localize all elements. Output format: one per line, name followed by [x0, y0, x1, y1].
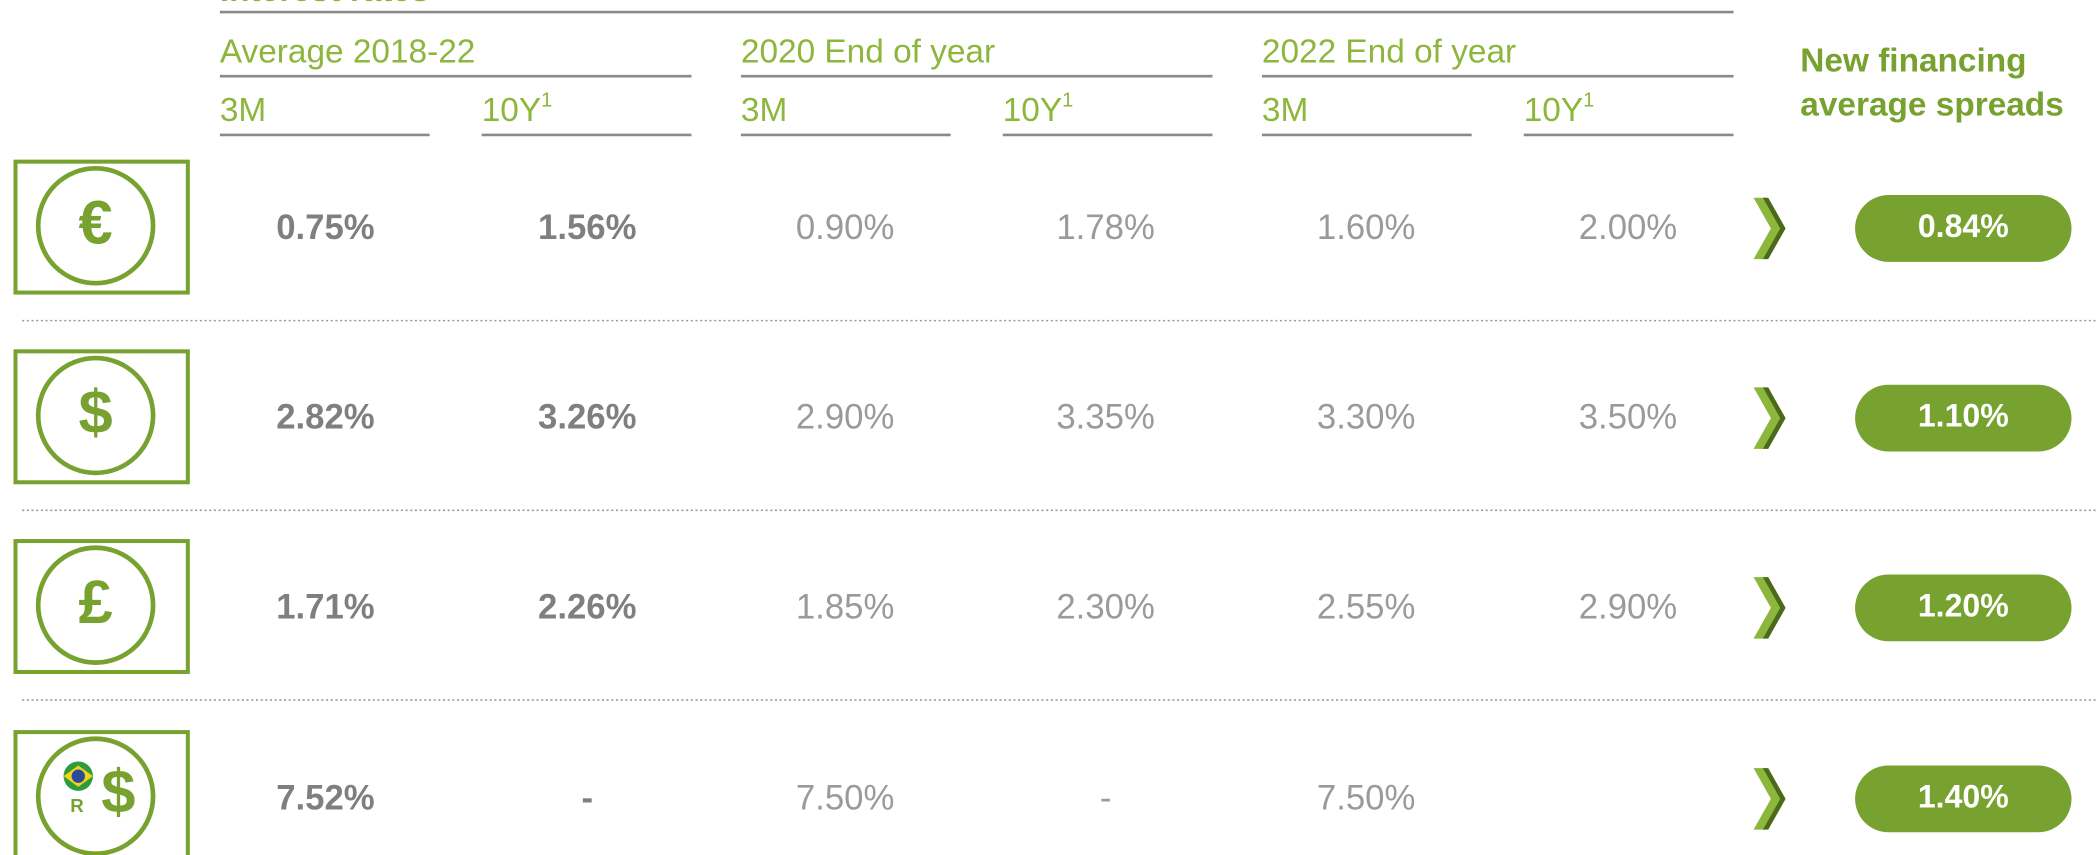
rate-cell: 7.50%	[1317, 779, 1415, 817]
rate-cell: 1.56%	[538, 209, 636, 247]
sub-header-label: 3M	[741, 92, 787, 129]
rate-cell: 1.78%	[1056, 209, 1154, 247]
rate-cell: -	[581, 779, 593, 817]
sub-header-label: 3M	[220, 92, 266, 129]
rate-cell: 2.30%	[1056, 588, 1154, 626]
sub-header: 10Y1	[482, 90, 553, 129]
rate-cell: 7.52%	[276, 779, 374, 817]
chevron	[1762, 197, 1786, 260]
icon-symbol: £	[79, 568, 113, 637]
rate-cell: 0.75%	[276, 209, 374, 247]
rate-cell: 2.90%	[1579, 588, 1677, 626]
sub-header: 3M	[1262, 92, 1308, 129]
sub-header: 3M	[220, 92, 266, 129]
rate-cell: 2.55%	[1317, 588, 1415, 626]
rate-cell: 2.90%	[796, 399, 894, 437]
icon-symbol: $	[79, 378, 113, 447]
flag	[71, 769, 85, 783]
icon-circle	[35, 165, 156, 286]
spread-header: New financing	[1800, 43, 2026, 80]
group-header: 2020 End of year	[741, 33, 995, 70]
title: Interest rates	[220, 0, 430, 9]
sub-header: 10Y1	[1524, 90, 1595, 129]
icon-box	[13, 730, 190, 855]
icon-box	[13, 539, 190, 674]
rate-cell: 3.30%	[1317, 399, 1415, 437]
rate-cell: 7.50%	[796, 779, 894, 817]
rate-cell: 2.82%	[276, 399, 374, 437]
footnote-mark: 1	[1062, 90, 1073, 112]
sub-header-label: 10Y	[1003, 92, 1062, 129]
sub-header: 3M	[741, 92, 787, 129]
group-header: 2022 End of year	[1262, 33, 1516, 70]
group-header: Average 2018-22	[220, 33, 475, 70]
rate-cell: 1.71%	[276, 588, 374, 626]
rate-cell: 0.90%	[796, 209, 894, 247]
icon-symbol: €	[79, 188, 113, 257]
sub-header-label: 10Y	[482, 92, 541, 129]
spread-pill	[1855, 765, 2072, 833]
rate-cell: 2.00%	[1579, 209, 1677, 247]
icon-box	[13, 349, 190, 485]
footnote-mark: 1	[1583, 90, 1594, 112]
spread-value: 1.20%	[1918, 587, 2009, 623]
spread-pill	[1855, 195, 2072, 262]
spread-pill	[1855, 384, 2072, 452]
chevron	[1753, 197, 1783, 260]
spread-value: 0.84%	[1918, 208, 2009, 244]
rate-cell: 1.60%	[1317, 209, 1415, 247]
chevron	[1762, 577, 1786, 639]
icon-symbol: $	[101, 757, 135, 826]
spread-pill	[1855, 574, 2072, 642]
chevron	[1762, 387, 1786, 449]
sub-header: 10Y1	[1003, 90, 1074, 129]
spread-header: average spreads	[1800, 87, 2063, 124]
rate-cell: 2.26%	[538, 588, 636, 626]
icon-box	[13, 159, 190, 295]
spread-value: 1.40%	[1918, 778, 2009, 814]
chevron	[1753, 768, 1783, 830]
icon-circle	[35, 736, 156, 855]
rate-cell: 1.85%	[796, 588, 894, 626]
rate-cell: -	[1100, 779, 1112, 817]
rate-cell: 3.50%	[1579, 399, 1677, 437]
rate-cell: 3.26%	[538, 399, 636, 437]
icon-circle	[35, 355, 156, 476]
chevron	[1762, 768, 1786, 830]
icon-circle	[35, 545, 156, 665]
spread-value: 1.10%	[1918, 398, 2009, 434]
icon-badge: R	[70, 795, 84, 816]
chevron	[1753, 577, 1783, 639]
footnote-mark: 1	[541, 90, 552, 112]
chevron	[1753, 387, 1783, 449]
rate-cell: 3.35%	[1056, 399, 1154, 437]
sub-header-label: 10Y	[1524, 92, 1583, 129]
sub-header-label: 3M	[1262, 92, 1308, 129]
